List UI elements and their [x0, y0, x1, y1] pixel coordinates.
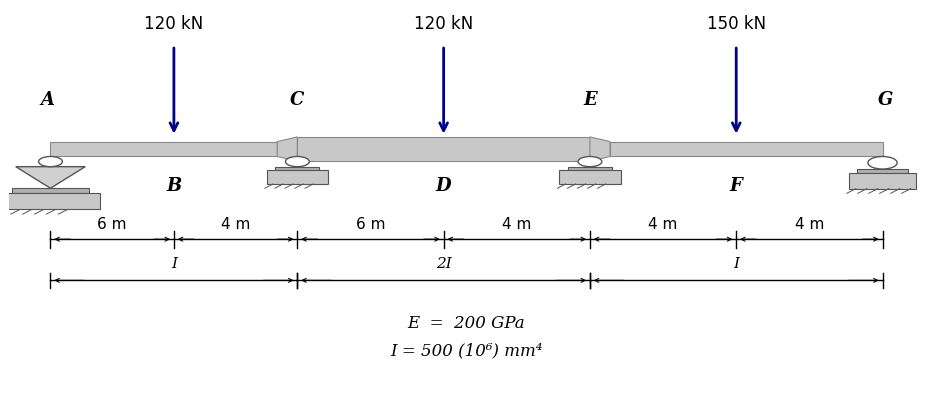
Text: 2I: 2I	[436, 256, 452, 270]
Text: F: F	[730, 177, 743, 195]
Circle shape	[578, 156, 602, 167]
Text: 4 m: 4 m	[648, 217, 677, 232]
Text: 6 m: 6 m	[355, 217, 385, 232]
Text: 150 kN: 150 kN	[706, 15, 766, 33]
Text: 4 m: 4 m	[795, 217, 824, 232]
Polygon shape	[16, 167, 85, 188]
Text: 4 m: 4 m	[221, 217, 250, 232]
Circle shape	[868, 156, 898, 169]
FancyBboxPatch shape	[267, 170, 328, 184]
Text: G: G	[878, 91, 893, 109]
Circle shape	[285, 156, 309, 167]
Text: 4 m: 4 m	[502, 217, 532, 232]
Text: I: I	[733, 256, 739, 270]
Text: B: B	[166, 177, 182, 195]
FancyBboxPatch shape	[559, 170, 620, 184]
Text: 120 kN: 120 kN	[145, 15, 203, 33]
Text: E: E	[583, 91, 597, 109]
Text: 120 kN: 120 kN	[414, 15, 473, 33]
Polygon shape	[590, 137, 610, 161]
FancyBboxPatch shape	[12, 188, 89, 193]
Text: I: I	[171, 256, 177, 270]
FancyBboxPatch shape	[857, 169, 908, 173]
FancyBboxPatch shape	[1, 193, 100, 210]
FancyBboxPatch shape	[298, 137, 590, 161]
Text: D: D	[436, 177, 452, 195]
FancyBboxPatch shape	[568, 167, 612, 170]
Text: E  =  200 GPa: E = 200 GPa	[408, 315, 525, 332]
Text: A: A	[41, 91, 55, 109]
FancyBboxPatch shape	[610, 142, 883, 156]
Circle shape	[38, 156, 63, 167]
Text: 6 m: 6 m	[97, 217, 127, 232]
FancyBboxPatch shape	[275, 167, 319, 170]
Text: C: C	[290, 91, 304, 109]
FancyBboxPatch shape	[50, 142, 277, 156]
Polygon shape	[277, 137, 298, 161]
Text: I = 500 (10⁶) mm⁴: I = 500 (10⁶) mm⁴	[390, 342, 543, 360]
FancyBboxPatch shape	[849, 173, 916, 189]
